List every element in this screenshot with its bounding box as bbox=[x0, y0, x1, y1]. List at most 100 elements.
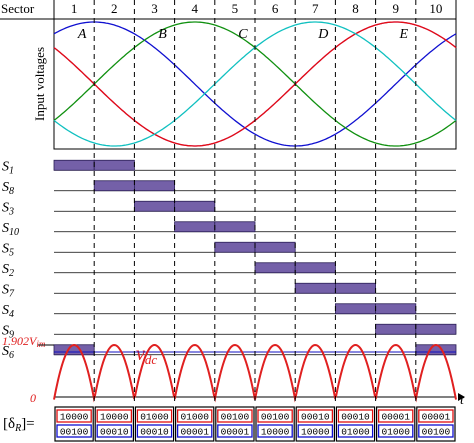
code-bottom-value: 00001 bbox=[221, 427, 250, 438]
code-bottom-value: 10000 bbox=[261, 427, 290, 438]
code-top-box bbox=[56, 409, 92, 423]
code-bottom-box bbox=[56, 424, 92, 438]
switch-on-bar bbox=[174, 200, 216, 212]
sector-number: 9 bbox=[392, 1, 399, 16]
dc-voltage-panel: 1.902Vim 0 vdc t bbox=[2, 334, 465, 408]
sector-number: 5 bbox=[232, 1, 239, 16]
switch-label: S6 bbox=[2, 344, 14, 361]
code-cell bbox=[416, 406, 456, 442]
code-bottom-value: 10000 bbox=[301, 427, 330, 438]
code-top-value: 00010 bbox=[301, 412, 330, 423]
code-bottom-value: 00010 bbox=[100, 427, 129, 438]
code-top-value: 00001 bbox=[381, 412, 410, 423]
code-top-box bbox=[377, 409, 414, 423]
code-cell bbox=[134, 406, 175, 442]
switch-label: S10 bbox=[2, 221, 19, 238]
time-axis-arrow bbox=[458, 393, 465, 401]
code-bottom-box bbox=[96, 424, 133, 438]
code-bottom-box bbox=[418, 424, 454, 438]
switch-on-bar bbox=[375, 323, 417, 335]
code-bottom-box bbox=[217, 424, 253, 438]
code-bottom-box bbox=[136, 424, 173, 438]
code-top-box bbox=[257, 409, 293, 423]
code-top-value: 10000 bbox=[100, 412, 129, 423]
switch-label: S7 bbox=[2, 282, 15, 299]
code-cell bbox=[215, 406, 255, 442]
code-top-box bbox=[337, 409, 374, 423]
switch-on-bar bbox=[415, 323, 457, 335]
sector-numbers: 1 2 3 4 5 6 7 8 9 10 bbox=[71, 1, 443, 16]
code-top-value: 00001 bbox=[422, 412, 451, 423]
code-bottom-value: 01000 bbox=[381, 427, 410, 438]
code-bottom-box bbox=[337, 424, 374, 438]
code-top-value: 01000 bbox=[140, 412, 169, 423]
phase-marker: E bbox=[398, 27, 408, 42]
code-bottom-box bbox=[297, 424, 334, 438]
code-cell bbox=[376, 406, 416, 442]
switch-label: S1 bbox=[2, 159, 14, 176]
voltage-waveform bbox=[53, 21, 457, 147]
sector-number: 2 bbox=[111, 1, 118, 16]
code-bottom-value: 00001 bbox=[180, 427, 209, 438]
code-top-box bbox=[297, 409, 334, 423]
code-top-box bbox=[176, 409, 213, 423]
switch-on-bar bbox=[214, 221, 256, 233]
phase-marker: B bbox=[158, 27, 167, 42]
code-cell bbox=[255, 406, 295, 442]
code-bottom-box bbox=[377, 424, 414, 438]
switch-on-bar bbox=[214, 241, 256, 253]
code-bottom-value: 00010 bbox=[140, 427, 169, 438]
sector-number: 8 bbox=[352, 1, 359, 16]
code-top-box bbox=[217, 409, 253, 423]
vdc-label: vdc bbox=[136, 343, 157, 367]
code-top-value: 00010 bbox=[341, 412, 370, 423]
delta-code-cells: 10000 00100 10000 00010 01000 00010 01000 00001… bbox=[54, 406, 456, 442]
switch-rows: S1 S8 S3 S10 S5 S2 S7 S4 S9 S6 bbox=[2, 159, 457, 361]
switch-on-bar bbox=[334, 303, 376, 315]
switch-label: S9 bbox=[2, 323, 14, 340]
switch-on-bar bbox=[133, 180, 175, 192]
switch-on-bar bbox=[174, 221, 216, 233]
switch-on-bar bbox=[375, 303, 417, 315]
code-cell bbox=[175, 406, 215, 442]
zero-label: 0 bbox=[30, 391, 36, 405]
sector-number: 7 bbox=[312, 1, 319, 16]
sector-number: 1 bbox=[71, 1, 78, 16]
phase-marker: C bbox=[238, 27, 248, 42]
time-axis-label: t bbox=[460, 393, 465, 408]
sector-dividers bbox=[0, 0, 457, 405]
switch-on-bar bbox=[254, 262, 296, 274]
switch-label: S4 bbox=[2, 303, 14, 320]
code-top-value: 10000 bbox=[60, 412, 89, 423]
switch-on-bar bbox=[133, 200, 175, 212]
switch-label: S3 bbox=[2, 200, 14, 217]
voltage-axis-label: Input voltages bbox=[32, 47, 47, 121]
code-top-box bbox=[96, 409, 133, 423]
switch-on-bar bbox=[93, 180, 135, 192]
sector-number: 3 bbox=[151, 1, 158, 16]
code-top-box bbox=[136, 409, 173, 423]
code-cell bbox=[295, 406, 336, 442]
code-cell bbox=[335, 406, 376, 442]
sector-number: 10 bbox=[429, 1, 442, 16]
code-bottom-box bbox=[257, 424, 293, 438]
switch-label: S2 bbox=[2, 262, 14, 279]
code-top-value: 00100 bbox=[221, 412, 250, 423]
code-bottom-value: 00100 bbox=[60, 427, 89, 438]
delta-label: [δR]= bbox=[3, 416, 35, 434]
code-top-value: 00100 bbox=[261, 412, 290, 423]
peak-voltage-label: 1.902Vim bbox=[2, 334, 46, 349]
sector-number: 4 bbox=[191, 1, 198, 16]
code-top-value: 01000 bbox=[180, 412, 209, 423]
code-bottom-value: 01000 bbox=[341, 427, 370, 438]
code-bottom-value: 00100 bbox=[422, 427, 451, 438]
sector-header: Sector 1 2 3 4 5 6 7 8 9 10 bbox=[1, 1, 442, 16]
switch-on-bar bbox=[334, 282, 376, 294]
switch-on-bar bbox=[254, 241, 296, 253]
switch-on-bar bbox=[53, 344, 95, 356]
sector-title: Sector bbox=[1, 1, 35, 16]
switch-on-bar bbox=[93, 159, 135, 171]
switch-on-bar bbox=[294, 282, 336, 294]
phase-marker: D bbox=[317, 27, 328, 42]
